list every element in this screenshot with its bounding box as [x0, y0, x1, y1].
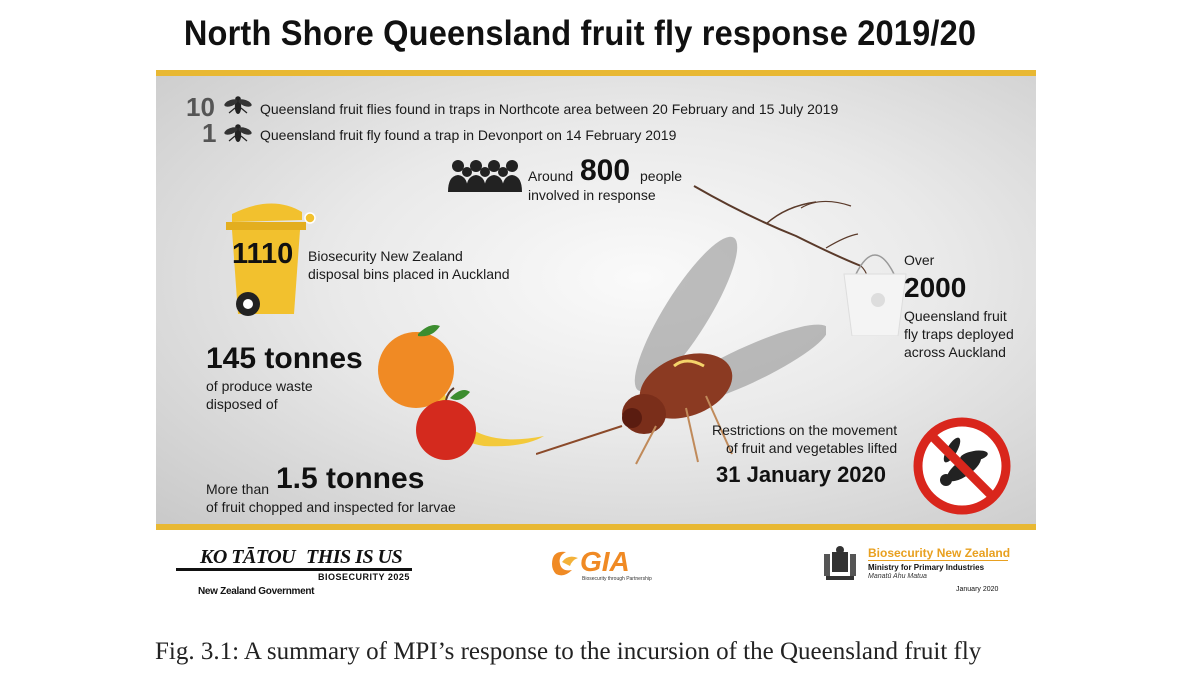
- kotatou-text: KO TĀTOU: [200, 546, 296, 568]
- thisisus-text: THIS IS US: [306, 546, 403, 568]
- fly-icon: [224, 96, 252, 114]
- stat-traps-number: 2000: [904, 272, 967, 303]
- nz-coat-of-arms-icon: [824, 546, 856, 580]
- trap-icon: [843, 254, 907, 336]
- no-fly-icon: [913, 417, 1011, 515]
- bnz-logo: Biosecurity New Zealand Ministry for Pri…: [818, 542, 1018, 598]
- date-text: January 2020: [956, 586, 999, 593]
- gia-swirl-icon: [552, 551, 578, 576]
- stat-devonport-text: Queensland fruit fly found a trap in Dev…: [260, 127, 677, 143]
- gia-logo: GIA Biosecurity through Partnership: [548, 544, 658, 584]
- stat-bins-line2: disposal bins placed in Auckland: [308, 266, 510, 282]
- stat-northcote-text: Queensland fruit flies found in traps in…: [260, 101, 839, 117]
- kotatou-logo: KO TĀTOU THIS IS US BIOSECURITY 2025 New…: [176, 544, 416, 604]
- nzgov-text: New Zealand Government: [198, 586, 315, 597]
- queensland-fruit-fly-icon: [536, 236, 826, 465]
- maori-text: Manatū Ahu Matua: [868, 573, 927, 580]
- disposal-bin-icon: [226, 203, 316, 316]
- stat-people-suffix: people: [640, 168, 683, 184]
- people-icon: [448, 160, 522, 192]
- stat-bins-number: 1110: [232, 238, 294, 270]
- stat-devonport-number: 1: [202, 118, 217, 148]
- caption-second-line-clipped: [155, 668, 1015, 675]
- stat-traps-line1: Queensland fruit: [904, 308, 1007, 324]
- stat-northcote-number: 10: [186, 92, 215, 122]
- stat-fruit-line1: of fruit chopped and inspected for larva…: [206, 499, 456, 515]
- stat-restrictions-date: 31 January 2020: [716, 462, 887, 487]
- stat-fruit-number: 1.5 tonnes: [276, 462, 425, 495]
- stat-produce-number: 145 tonnes: [206, 342, 363, 375]
- fly-icon: [224, 124, 252, 142]
- stat-restrictions-line1: Restrictions on the movement: [712, 422, 898, 438]
- fruit-icon: [378, 325, 544, 460]
- stat-people-line2: involved in response: [528, 187, 656, 203]
- stat-fruit-prefix: More than: [206, 481, 270, 497]
- bnz-text: Biosecurity New Zealand: [868, 546, 1011, 560]
- stat-traps-prefix: Over: [904, 252, 935, 268]
- mpi-text: Ministry for Primary Industries: [868, 563, 985, 572]
- logo-rule: [176, 568, 412, 571]
- stat-people-number: 800: [580, 154, 631, 187]
- stat-traps-line2: fly traps deployed: [904, 326, 1014, 342]
- figure-caption: Fig. 3.1: A summary of MPI’s response to…: [155, 638, 982, 665]
- biosecurity2025-text: BIOSECURITY 2025: [318, 572, 410, 582]
- stat-people-prefix: Around: [528, 168, 574, 184]
- stat-produce-line2: disposed of: [206, 396, 278, 412]
- page-title: North Shore Queensland fruit fly respons…: [183, 14, 977, 53]
- stat-traps-line3: across Auckland: [904, 344, 1006, 360]
- infographic-panel: 10 Queensland fruit flies found in traps…: [156, 70, 1036, 530]
- gia-text: GIA: [580, 546, 630, 577]
- stat-produce-line1: of produce waste: [206, 378, 313, 394]
- stat-restrictions-line2: of fruit and vegetables lifted: [726, 440, 898, 456]
- stat-bins-line1: Biosecurity New Zealand: [308, 248, 463, 264]
- gia-tagline: Biosecurity through Partnership: [582, 576, 652, 582]
- bnz-rule: [868, 560, 1008, 561]
